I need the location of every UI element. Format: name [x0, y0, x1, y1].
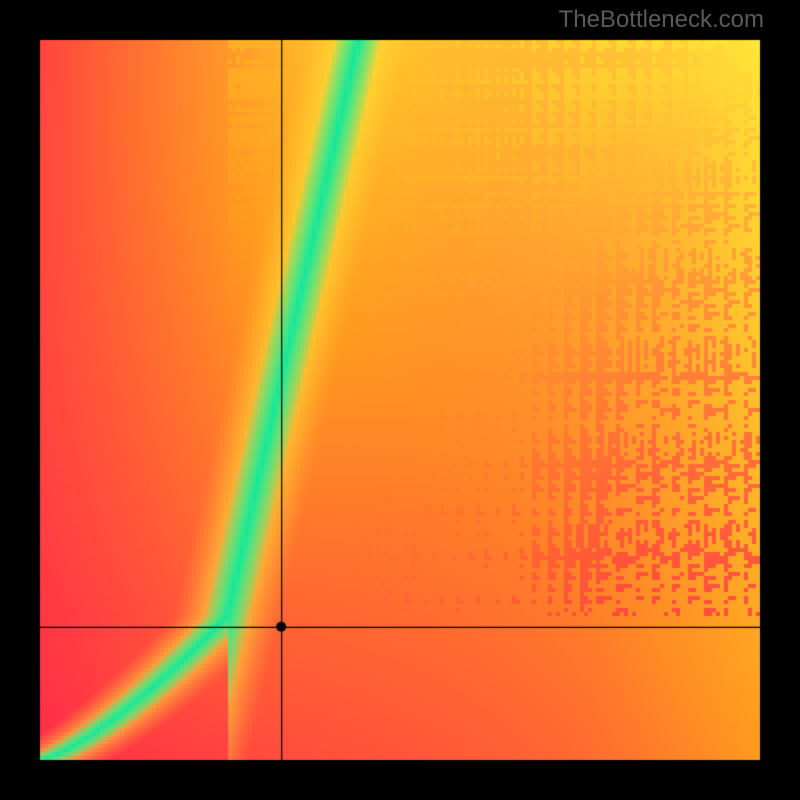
bottleneck-heatmap: [0, 0, 800, 800]
watermark-text: TheBottleneck.com: [559, 6, 764, 34]
